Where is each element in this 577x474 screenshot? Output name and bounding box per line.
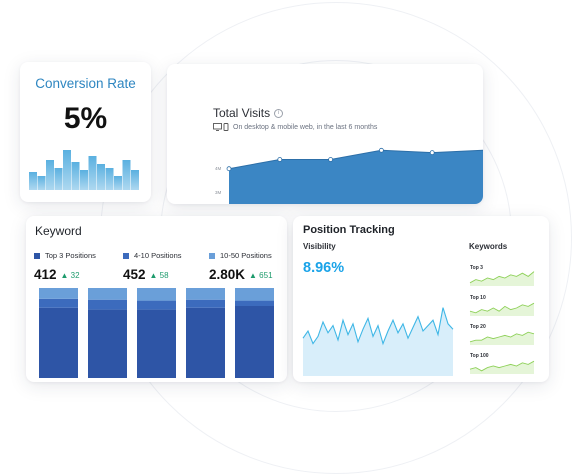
conversion-rate-value: 5% <box>63 102 108 135</box>
keyword-bar-segment <box>137 288 176 301</box>
total-visits-title: Total Visits i <box>213 106 284 120</box>
change-up-top-3: ▲ 32 <box>60 270 80 280</box>
keyword-bar-segment <box>39 298 78 308</box>
conversion-bar <box>105 168 114 190</box>
stat-10-50: 2.80K ▲ 651 <box>209 267 273 282</box>
visits-point <box>429 150 435 155</box>
info-icon[interactable]: i <box>274 109 284 119</box>
keyword-bar-segment <box>88 309 127 378</box>
conversion-bar <box>114 176 122 190</box>
keyword-sparkline-area <box>470 332 534 345</box>
conversion-rate-title: Conversion Rate <box>35 76 136 91</box>
change-up-10-50: ▲ 651 <box>249 270 273 280</box>
total-visits-title-text: Total Visits <box>213 106 271 120</box>
keyword-bar-segment <box>88 288 127 300</box>
keyword-bar-segment <box>39 307 78 378</box>
legend-swatch-10-50 <box>209 253 215 260</box>
total-visits-card: Total Visits i On desktop & mobile web, i… <box>167 64 483 204</box>
keyword-title: Keyword <box>35 224 82 238</box>
legend-swatch-4-10 <box>123 253 129 260</box>
visibility-label: Visibility <box>303 242 336 251</box>
visits-area <box>229 150 483 204</box>
mobile-icon <box>223 123 229 131</box>
conversion-bar <box>37 176 46 190</box>
conversion-rate-card: Conversion Rate 5% <box>20 62 151 202</box>
keyword-bar-segment <box>235 306 274 378</box>
y-tick-label: 3M <box>215 190 222 195</box>
visits-point <box>378 147 384 153</box>
device-icons <box>213 123 229 131</box>
keyword-sparkline <box>469 331 535 343</box>
legend-4-10: 4-10 Positions <box>123 251 182 260</box>
keyword-bar-segment <box>88 299 127 310</box>
conversion-bar <box>71 162 80 190</box>
keyword-bar-segment <box>137 300 176 310</box>
visits-point <box>226 166 232 172</box>
visits-point <box>328 157 334 162</box>
keyword-bar-segment <box>186 299 225 308</box>
keyword-sparkline-area <box>470 303 534 316</box>
legend-10-50: 10-50 Positions <box>209 251 272 260</box>
change-up-4-10: ▲ 58 <box>149 270 169 280</box>
visits-point <box>277 157 283 162</box>
keyword-bar-segment <box>186 288 225 300</box>
top-20-label: Top 20 <box>470 324 486 330</box>
conversion-bar <box>63 150 71 190</box>
keyword-sparkline-area <box>470 271 534 286</box>
y-tick-label: 4M <box>215 166 222 171</box>
keyword-bar-segment <box>235 300 274 306</box>
keyword-sparkline <box>469 302 535 314</box>
keyword-bar-segment <box>235 288 274 301</box>
keyword-bar-segment <box>137 309 176 378</box>
legend-top-3: Top 3 Positions <box>34 251 96 260</box>
keyword-bar-segment <box>186 307 225 378</box>
stat-top-3: 412 ▲ 32 <box>34 267 80 282</box>
top-100-label: Top 100 <box>470 353 489 359</box>
visits-line <box>228 149 483 170</box>
keyword-sparkline-area <box>470 361 534 374</box>
top-3-label: Top 3 <box>470 265 483 271</box>
position-tracking-card: Position Tracking Visibility 8.96% Keywo… <box>293 216 549 382</box>
keyword-sparkline <box>469 360 535 372</box>
total-visits-subtitle-text: On desktop & mobile web, in the last 6 m… <box>233 123 378 131</box>
stat-4-10: 452 ▲ 58 <box>123 267 169 282</box>
conversion-bar <box>46 160 54 190</box>
top-10-label: Top 10 <box>470 295 486 301</box>
conversion-bar <box>131 170 139 190</box>
visibility-value: 8.96% <box>303 260 345 276</box>
visibility-line <box>302 307 454 346</box>
visibility-area <box>303 307 453 376</box>
conversion-bar <box>122 160 131 190</box>
position-tracking-title: Position Tracking <box>303 224 395 236</box>
keyword-stacked-bar-chart <box>39 288 274 378</box>
conversion-bar-chart <box>29 150 139 190</box>
conversion-bar <box>29 172 37 190</box>
keyword-card: Keyword Top 3 Positions 4-10 Positions 1… <box>26 216 287 382</box>
legend-swatch-top-3 <box>34 253 40 260</box>
position-tracking-charts <box>302 271 535 376</box>
total-visits-subtitle: On desktop & mobile web, in the last 6 m… <box>213 123 377 131</box>
keywords-label: Keywords <box>469 242 508 251</box>
desktop-icon <box>213 123 222 131</box>
total-visits-area-chart: 4M3M2M <box>215 147 483 204</box>
conversion-bar <box>80 170 88 190</box>
conversion-bar <box>97 164 105 190</box>
conversion-bar <box>54 168 63 190</box>
conversion-bar <box>88 156 97 190</box>
keyword-bar-segment <box>39 288 78 299</box>
keyword-sparkline <box>469 271 535 284</box>
